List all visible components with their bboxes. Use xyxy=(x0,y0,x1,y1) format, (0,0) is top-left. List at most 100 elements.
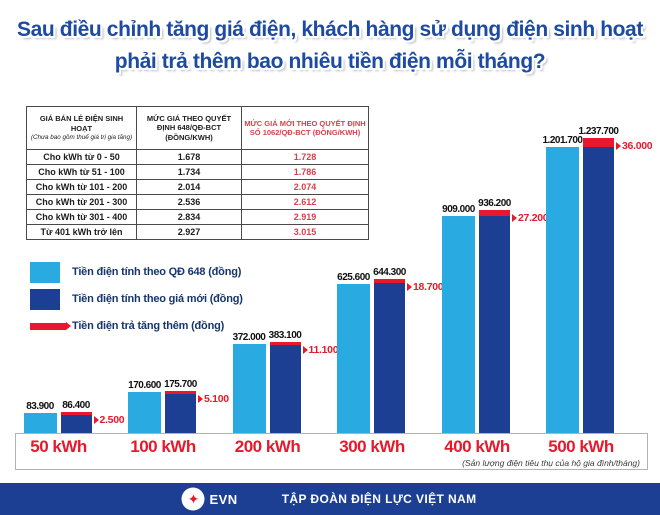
new-bar-body xyxy=(374,283,405,433)
legend-item: Tiền điện tính theo QĐ 648 (đồng) xyxy=(30,261,243,283)
page-title: Sau điều chỉnh tăng giá điện, khách hàng… xyxy=(0,14,660,78)
old-price-bar xyxy=(442,216,475,433)
new-bar-wrap: 1.237.700 36.000 xyxy=(579,126,653,433)
new-bar-wrap: 644.300 18.700 xyxy=(373,267,444,433)
new-value-label: 1.237.700 xyxy=(578,126,620,137)
table-header-cell: MỨC GIÁ MỚI THEO QUYẾT ĐỊNH SỐ 1062/QĐ-B… xyxy=(241,106,369,150)
table-row: Cho kWh từ 201 - 300 2.536 2.612 xyxy=(26,194,369,210)
increase-cap xyxy=(479,210,510,216)
axis-category-label: 300 kWh xyxy=(339,437,405,456)
legend-label: Tiền điện trả tăng thêm (đồng) xyxy=(72,320,225,332)
new-bar-body xyxy=(269,345,301,433)
bar-group: 909.000 936.200 27.200 xyxy=(436,198,549,433)
legend-swatch-increase xyxy=(30,316,72,337)
bar-group: 83.900 86.400 2.500 xyxy=(18,400,125,433)
new-price-bar xyxy=(165,391,196,433)
table-header-note: (Chưa bao gồm thuế giá trị gia tăng) xyxy=(30,134,133,142)
table-header-cell: GIÁ BÁN LẺ ĐIỆN SINH HOẠT (Chưa bao gồm t… xyxy=(26,106,137,150)
increase-label: 2.500 xyxy=(93,414,125,426)
evn-star-icon: ✦ xyxy=(183,489,204,509)
new-price-bar xyxy=(479,210,510,433)
price-table-head: GIÁ BÁN LẺ ĐIỆN SINH HOẠT (Chưa bao gồm t… xyxy=(26,106,369,150)
increase-value: 5.100 xyxy=(204,393,229,405)
new-price-bar xyxy=(269,342,301,433)
old-bar-wrap: 83.900 xyxy=(23,401,57,433)
arrow-right-icon xyxy=(93,416,99,424)
increase-value: 11.100 xyxy=(308,344,339,356)
table-row: Cho kWh từ 101 - 200 2.014 2.074 xyxy=(26,179,369,195)
new-bar-body xyxy=(479,216,510,433)
table-header-title: MỨC GIÁ MỚI THEO QUYẾT ĐỊNH SỐ 1062/QĐ-B… xyxy=(244,118,366,138)
bar-pair: 909.000 936.200 27.200 xyxy=(436,198,549,433)
legend-item: Tiền điện tính theo giá mới (đồng) xyxy=(30,288,243,310)
increase-cap xyxy=(374,279,405,283)
old-bar-wrap: 170.600 xyxy=(128,380,161,433)
old-bar-wrap: 909.000 xyxy=(442,204,475,433)
x-axis-strip: (Sản lượng điện tiêu thụ của hộ gia đình… xyxy=(15,433,648,470)
new-price-bar xyxy=(374,279,405,433)
arrow-right-icon xyxy=(616,142,621,150)
bar-pair: 372.000 383.100 11.100 xyxy=(227,330,339,433)
axis-category-label: 500 kWh xyxy=(548,437,614,456)
increase-cap xyxy=(583,138,614,147)
new-value-label: 936.200 xyxy=(478,198,511,209)
increase-value: 2.500 xyxy=(99,414,125,426)
old-price-bar xyxy=(546,147,579,433)
axis-category-label: 100 kWh xyxy=(130,437,196,456)
new-bar-wrap: 86.400 2.500 xyxy=(60,400,125,433)
old-value-label: 372.000 xyxy=(232,332,266,343)
bar-pair: 83.900 86.400 2.500 xyxy=(18,400,125,433)
old-value-label: 909.000 xyxy=(442,204,475,215)
arrow-right-icon xyxy=(407,283,412,291)
new-bar-wrap: 383.100 11.100 xyxy=(269,330,339,433)
increase-value: 36.000 xyxy=(622,140,653,152)
axis-category-label: 400 kWh xyxy=(444,437,510,456)
footer-bar: ✦ EVN TẬP ĐOÀN ĐIỆN LỰC VIỆT NAM xyxy=(0,483,660,515)
bar-pair: 1.201.700 1.237.700 36.000 xyxy=(540,126,653,433)
table-header-row: GIÁ BÁN LẺ ĐIỆN SINH HOẠT (Chưa bao gồm t… xyxy=(26,106,369,150)
old-value-label: 625.600 xyxy=(337,272,370,283)
old-price-bar xyxy=(232,344,266,433)
new-value-label: 383.100 xyxy=(268,330,302,341)
arrow-right-icon xyxy=(512,214,517,222)
bar-group: 1.201.700 1.237.700 36.000 xyxy=(540,126,653,433)
legend-item: Tiền điện trả tăng thêm (đồng) xyxy=(30,315,243,337)
evn-logo-text: EVN xyxy=(209,491,238,507)
chart-legend: Tiền điện tính theo QĐ 648 (đồng) Tiền đi… xyxy=(30,261,243,342)
legend-swatch-old xyxy=(30,261,60,283)
increase-value: 27.200 xyxy=(518,212,549,224)
bar-pair: 625.600 644.300 18.700 xyxy=(331,267,444,433)
table-cell: Từ 401 kWh trở lên xyxy=(26,224,137,240)
bar-pair: 170.600 175.700 5.100 xyxy=(122,379,229,433)
increase-label: 11.100 xyxy=(302,344,339,356)
arrow-right-icon xyxy=(302,346,308,354)
old-bar-wrap: 372.000 xyxy=(232,332,266,433)
table-row: Từ 401 kWh trở lên 2.927 3.015 xyxy=(26,224,369,240)
axis-category-label: 50 kWh xyxy=(30,437,87,456)
old-bar-wrap: 625.600 xyxy=(337,272,370,433)
new-value-label: 86.400 xyxy=(62,400,90,411)
increase-cap xyxy=(165,391,196,394)
old-value-label: 83.900 xyxy=(26,401,54,412)
new-bar-body xyxy=(583,147,614,433)
increase-label: 5.100 xyxy=(198,393,229,405)
old-price-bar xyxy=(128,392,161,433)
table-header-title: GIÁ BÁN LẺ ĐIỆN SINH HOẠT xyxy=(39,114,124,133)
price-table: GIÁ BÁN LẺ ĐIỆN SINH HOẠT (Chưa bao gồm t… xyxy=(26,106,369,240)
new-bar-body xyxy=(60,415,92,433)
old-price-bar xyxy=(337,284,370,433)
footer-org-name: TẬP ĐOÀN ĐIỆN LỰC VIỆT NAM xyxy=(281,492,477,506)
new-price-bar xyxy=(583,138,614,433)
new-bar-wrap: 936.200 27.200 xyxy=(478,198,549,433)
increase-label: 18.700 xyxy=(407,281,444,293)
legend-label: Tiền điện tính theo giá mới (đồng) xyxy=(72,293,243,305)
table-row: Cho kWh từ 0 - 50 1.678 1.728 xyxy=(26,149,369,165)
increase-cap xyxy=(60,412,92,415)
table-header-title: MỨC GIÁ THEO QUYẾT ĐỊNH 648/QĐ-BCT (ĐỒNG… xyxy=(146,113,232,142)
new-price-bar xyxy=(60,412,92,433)
new-value-label: 175.700 xyxy=(164,379,197,390)
old-value-label: 1.201.700 xyxy=(542,135,584,146)
bar-group: 372.000 383.100 11.100 xyxy=(227,330,339,433)
